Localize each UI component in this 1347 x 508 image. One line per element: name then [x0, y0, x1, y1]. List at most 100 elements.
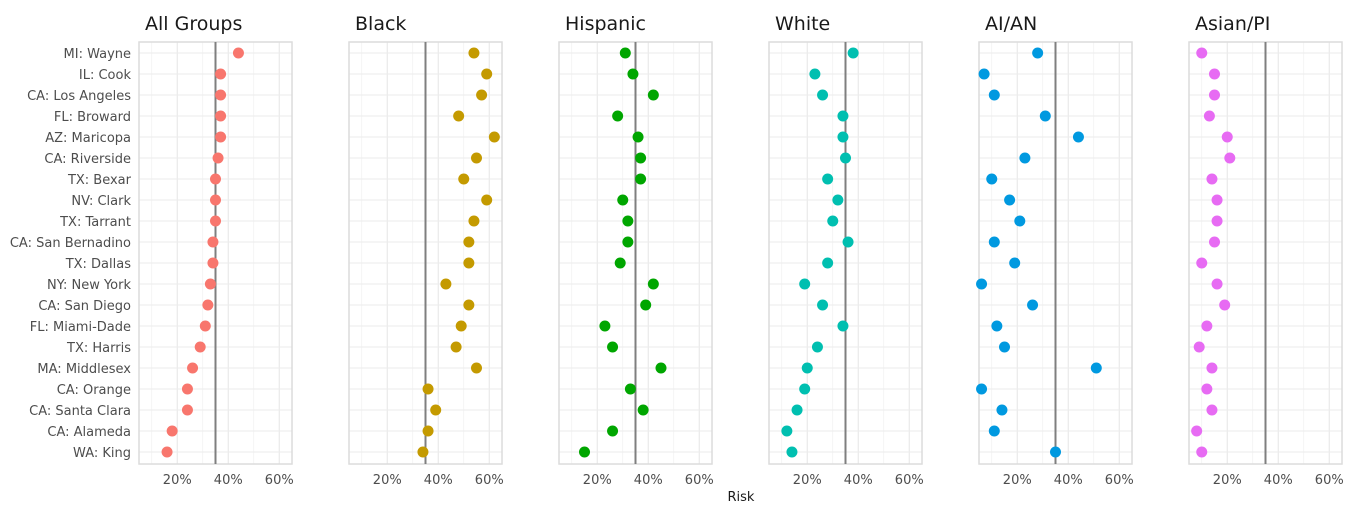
x-axis-title: Risk — [728, 490, 755, 504]
data-point — [476, 89, 488, 101]
y-tick-label: NV: Clark — [71, 194, 131, 209]
y-tick-label: TX: Dallas — [65, 257, 132, 272]
data-point — [1191, 425, 1203, 437]
data-point — [619, 47, 631, 59]
y-tick-label: IL: Cook — [79, 68, 132, 83]
data-point — [458, 173, 470, 185]
y-tick-label: NY: New York — [47, 278, 131, 293]
data-point — [232, 47, 244, 59]
data-point — [988, 425, 1000, 437]
data-point — [1209, 68, 1220, 80]
data-point — [463, 257, 475, 269]
data-point — [161, 446, 173, 458]
y-tick-label: MI: Wayne — [64, 47, 131, 62]
data-point — [1206, 404, 1218, 416]
data-point — [1203, 110, 1215, 122]
data-point — [976, 383, 988, 395]
x-tick-label: 60% — [475, 473, 504, 488]
data-point — [455, 320, 467, 332]
data-point — [1224, 152, 1236, 164]
x-tick-label: 40% — [634, 473, 663, 488]
data-point — [1206, 173, 1218, 185]
data-point — [655, 362, 667, 374]
data-point — [1004, 194, 1016, 206]
data-point — [417, 446, 429, 458]
data-point — [463, 299, 475, 311]
data-point — [996, 404, 1008, 416]
data-point — [1211, 215, 1223, 227]
data-point — [614, 257, 626, 269]
data-point — [430, 404, 442, 416]
data-point — [1211, 278, 1223, 290]
data-point — [1014, 215, 1026, 227]
data-point — [181, 383, 193, 395]
data-point — [488, 131, 500, 143]
facet-panel: AI/AN 20% 40% 60% — [976, 13, 1134, 488]
data-point — [1219, 299, 1231, 311]
data-point — [463, 236, 475, 248]
data-point — [210, 194, 221, 206]
data-point — [1196, 446, 1208, 458]
data-point — [187, 362, 199, 374]
data-point — [199, 320, 211, 332]
data-point — [1032, 47, 1044, 59]
data-point — [822, 257, 834, 269]
data-point — [988, 89, 1000, 101]
x-tick-label: 40% — [424, 473, 453, 488]
data-point — [781, 425, 793, 437]
y-tick-label: TX: Harris — [66, 341, 131, 356]
y-tick-label: CA: Alameda — [47, 425, 131, 440]
y-tick-label: MA: Middlesex — [37, 362, 131, 377]
data-point — [647, 89, 659, 101]
panel-title: Black — [355, 13, 406, 35]
data-point — [842, 236, 854, 248]
y-tick-label: CA: San Bernadino — [10, 236, 131, 251]
panel-title: Hispanic — [565, 13, 646, 35]
data-point — [1209, 89, 1220, 101]
data-point — [837, 320, 849, 332]
x-tick-label: 40% — [844, 473, 873, 488]
data-point — [612, 110, 624, 122]
data-point — [607, 341, 619, 353]
data-point — [817, 299, 829, 311]
x-tick-label: 20% — [583, 473, 612, 488]
data-point — [1221, 131, 1233, 143]
data-point — [1193, 341, 1205, 353]
data-point — [809, 68, 821, 80]
data-point — [635, 152, 647, 164]
data-point — [1009, 257, 1021, 269]
x-tick-label: 40% — [214, 473, 243, 488]
data-point — [607, 425, 619, 437]
facet-panel: All Groups 20% 40% 60% — [138, 13, 294, 488]
data-point — [1072, 131, 1084, 143]
panel-title: AI/AN — [985, 13, 1037, 35]
data-point — [212, 152, 224, 164]
data-point — [976, 278, 988, 290]
data-point — [207, 236, 219, 248]
data-point — [647, 278, 659, 290]
data-point — [471, 152, 482, 164]
y-tick-label: AZ: Maricopa — [45, 131, 131, 146]
y-tick-label: CA: Orange — [57, 383, 131, 398]
data-point — [422, 383, 434, 395]
data-point — [840, 152, 851, 164]
data-point — [837, 131, 849, 143]
x-tick-label: 20% — [1003, 473, 1032, 488]
data-point — [453, 110, 465, 122]
panel-title: White — [775, 13, 830, 35]
data-point — [986, 173, 998, 185]
data-point — [635, 173, 647, 185]
data-point — [1201, 383, 1213, 395]
x-tick-label: 40% — [1054, 473, 1083, 488]
y-tick-label: CA: Santa Clara — [29, 404, 131, 419]
data-point — [440, 278, 452, 290]
x-tick-label: 20% — [373, 473, 402, 488]
x-tick-label: 60% — [685, 473, 714, 488]
x-tick-label: 20% — [793, 473, 822, 488]
data-point — [579, 446, 590, 458]
data-point — [640, 299, 652, 311]
data-point — [799, 383, 811, 395]
data-point — [481, 68, 493, 80]
